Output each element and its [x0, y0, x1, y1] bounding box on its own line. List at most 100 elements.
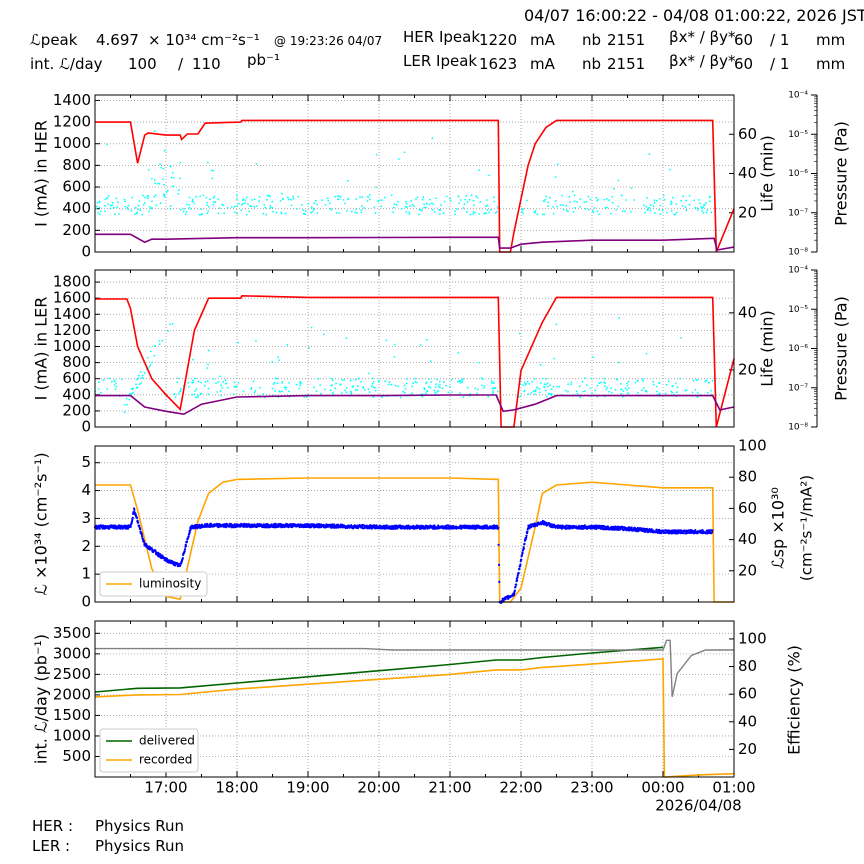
- pressure-point: [98, 381, 100, 383]
- pressure-point: [590, 377, 593, 380]
- pressure-point: [253, 205, 256, 208]
- luminosity-line: [95, 477, 734, 603]
- pressure-point: [137, 377, 140, 380]
- intl-unit: pb⁻¹: [247, 51, 280, 69]
- pressure-point: [624, 387, 627, 390]
- pressure-point: [597, 198, 600, 201]
- pressure-point: [115, 385, 118, 388]
- pressure-point: [235, 198, 238, 201]
- pressure-point: [349, 390, 352, 393]
- pressure-point: [354, 389, 357, 391]
- pressure-point: [176, 381, 179, 384]
- pressure-point: [680, 337, 682, 339]
- ler-current-unit: mA: [530, 55, 555, 73]
- pressure-point: [338, 212, 341, 214]
- pressure-point: [624, 199, 627, 201]
- y-tick-label: 1000: [53, 134, 91, 152]
- y2-tick-label: 60: [738, 499, 757, 517]
- pressure-point: [190, 208, 192, 210]
- pressure-point: [169, 205, 172, 208]
- pressure-point: [570, 383, 572, 386]
- pressure-point: [149, 205, 151, 208]
- pressure-point: [107, 195, 110, 197]
- pressure-point: [418, 208, 421, 211]
- pressure-point: [111, 380, 113, 383]
- pressure-point: [151, 177, 153, 180]
- pressure-point: [528, 383, 531, 385]
- pressure-point: [492, 387, 495, 390]
- pressure-point: [135, 383, 138, 386]
- pressure-point: [234, 211, 236, 214]
- pressure-point: [664, 392, 667, 395]
- pressure-point: [329, 389, 332, 392]
- specific-lumi-point: [518, 565, 522, 568]
- pressure-point: [663, 198, 666, 201]
- specific-lumi-point: [135, 516, 139, 520]
- pressure-point: [648, 153, 651, 156]
- pressure-point: [603, 198, 606, 201]
- pressure-point: [111, 201, 114, 204]
- pressure-point: [496, 210, 498, 213]
- pressure-point: [393, 356, 396, 358]
- pressure-tick-label: 10⁻⁸: [788, 423, 808, 433]
- pressure-point: [153, 354, 156, 357]
- pressure-point: [172, 177, 175, 179]
- pressure-point: [113, 384, 116, 386]
- pressure-point: [143, 202, 146, 204]
- pressure-point: [670, 390, 673, 393]
- pressure-point: [584, 207, 587, 210]
- pressure-point: [222, 204, 225, 207]
- pressure-point: [247, 203, 249, 205]
- pressure-point: [494, 387, 497, 389]
- pressure-point: [308, 347, 310, 349]
- pressure-point: [281, 197, 284, 200]
- pressure-point: [408, 213, 411, 216]
- pressure-point: [131, 196, 134, 199]
- specific-lumi-point: [108, 527, 111, 530]
- pressure-tick-label: 10⁻⁴: [788, 266, 808, 276]
- pressure-point: [320, 392, 322, 395]
- pressure-point: [684, 206, 687, 209]
- pressure-point: [429, 203, 431, 206]
- pressure-point: [286, 343, 289, 346]
- pressure-point: [217, 198, 220, 201]
- pressure-point: [241, 203, 243, 206]
- pressure-point: [521, 208, 524, 211]
- pressure-point: [610, 387, 612, 389]
- pressure-point: [483, 212, 485, 215]
- specific-lumi-point: [371, 526, 374, 529]
- pressure-point: [429, 386, 432, 389]
- pressure-point: [565, 389, 567, 392]
- pressure-point: [236, 205, 239, 207]
- pressure-point: [494, 212, 497, 214]
- pressure-point: [372, 396, 375, 398]
- pressure-point: [518, 332, 521, 335]
- pressure-point: [578, 385, 581, 388]
- pressure-point: [179, 177, 181, 180]
- pressure-point: [694, 388, 697, 391]
- y2-tick-label: 60: [738, 685, 757, 703]
- pressure-point: [697, 392, 699, 394]
- pressure-point: [126, 206, 129, 209]
- y-tick-label: 2000: [53, 685, 91, 703]
- pressure-point: [695, 378, 698, 381]
- pressure-point: [194, 390, 196, 392]
- her-status-label: HER :: [32, 817, 74, 835]
- pressure-point: [332, 391, 334, 394]
- pressure-point: [585, 384, 588, 386]
- specific-lumi-point: [224, 526, 228, 529]
- pressure-point: [433, 389, 436, 392]
- y-tick-label: 1: [81, 565, 91, 583]
- pressure-point: [592, 211, 595, 214]
- pressure-point: [414, 381, 417, 383]
- pressure-point: [589, 198, 592, 201]
- pressure-point: [436, 391, 438, 393]
- pressure-point: [652, 383, 655, 386]
- pressure-point: [702, 206, 705, 209]
- pressure-point: [207, 363, 209, 366]
- pressure-point: [579, 205, 581, 208]
- pressure-point: [562, 204, 564, 207]
- pressure-point: [96, 201, 99, 204]
- pressure-point: [486, 209, 489, 211]
- pressure-point: [146, 195, 149, 198]
